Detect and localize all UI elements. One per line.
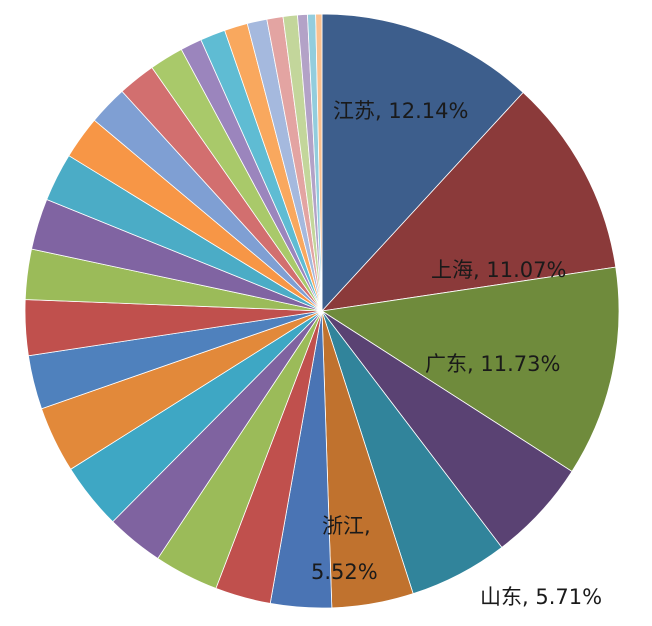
pie-slice-1 [321,13,524,313]
pie-slice-30 [315,13,323,312]
slice-label-guangdong: 广东, 11.73% [425,352,560,376]
slice-label-jiangsu: 江苏, 12.14% [333,99,468,123]
pie-slice-2 [320,91,617,312]
pie-slice-3 [320,266,620,472]
slice-label-shandong: 山东, 5.71% [480,585,602,609]
slice-label-shanghai: 上海, 11.07% [431,258,566,282]
slices-layer [24,13,620,609]
slice-label-zhejiang-line2: 5.52% [311,560,378,584]
labels-layer: 江苏, 12.14% 上海, 11.07% 广东, 11.73% 山东, 5.7… [311,99,602,609]
slice-label-zhejiang-line1: 浙江, [322,514,371,538]
